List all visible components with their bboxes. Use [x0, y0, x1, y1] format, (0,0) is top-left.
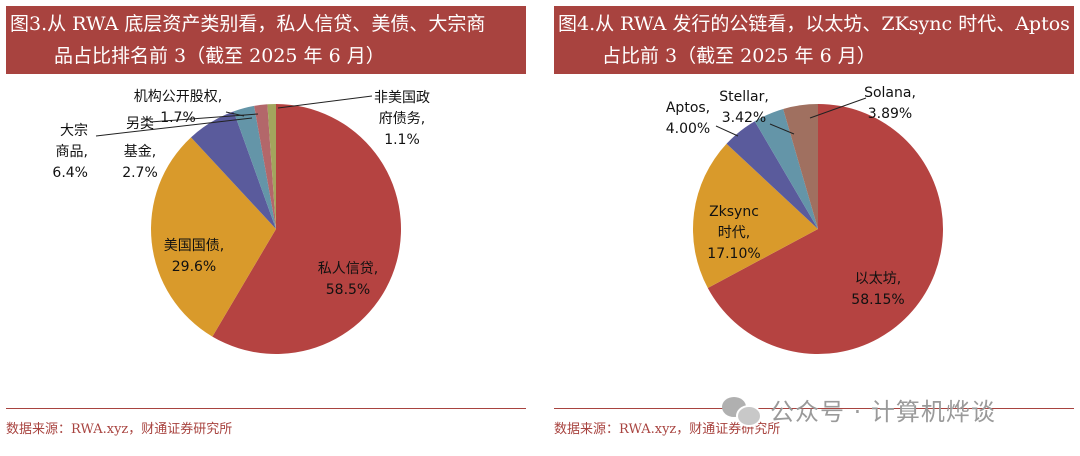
leader-line — [95, 117, 253, 137]
left-chart-title: 图3.从 RWA 底层资产类别看，私人信贷、美债、大宗商 品占比排名前 3（截至… — [6, 6, 526, 74]
pie-slice — [254, 104, 276, 229]
slice-data-label: 基金, 2.7% — [122, 143, 158, 181]
slice-data-label: 另类 — [126, 116, 154, 132]
left-source: 数据来源：RWA.xyz，财通证券研究所 — [6, 422, 233, 437]
right-source-divider — [554, 408, 1074, 409]
pie-slice — [212, 104, 402, 354]
slice-data-label: 美国国债, 29.6% — [164, 238, 224, 275]
leader-line — [809, 97, 867, 119]
slice-data-label: Zksync 时代, 17.10% — [707, 204, 760, 262]
pie-slice — [783, 104, 818, 229]
slice-data-label: Stellar, 3.42% — [719, 89, 769, 126]
wechat-icon — [722, 395, 762, 427]
left-source-divider — [6, 408, 526, 409]
slice-data-label: 机构公开股权, 1.7% — [134, 89, 222, 126]
right-chart-panel: 图4.从 RWA 发行的公链看，以太坊、ZKsync 时代、Aptos 占比前 … — [548, 0, 1080, 456]
left-pie-chart: 私人信贷, 58.5% 美国国债, 29.6% 大宗商品, 6.4% 基金, 2.7% 机构公开… — [52, 89, 430, 354]
left-title-line2: 品占比排名前 3（截至 2025 年 6 月） — [54, 45, 385, 67]
pie-slice — [726, 121, 818, 229]
right-chart-title: 图4.从 RWA 发行的公链看，以太坊、ZKsync 时代、Aptos 占比前 … — [554, 6, 1074, 74]
pie-slice — [267, 104, 276, 229]
slice-data-label: Solana, 3.89% — [864, 85, 916, 122]
right-source: 数据来源：RWA.xyz，财通证券研究所 — [554, 422, 781, 437]
leader-line — [277, 95, 373, 109]
pie-slice — [754, 108, 818, 229]
leader-line — [225, 111, 245, 117]
slice-data-label: 以太坊, 58.15% — [851, 271, 904, 308]
pie-slice — [692, 143, 818, 288]
right-title-line1: 图4.从 RWA 发行的公链看，以太坊、ZKsync 时代、Aptos — [558, 13, 1070, 35]
pie-slice — [191, 111, 276, 229]
watermark: 公众号 · 计算机烨谈 — [722, 392, 996, 427]
slice-data-label: 大宗商品, 6.4% — [52, 123, 88, 181]
pie-slice — [233, 105, 276, 229]
pie-slice — [151, 137, 276, 337]
right-title-line2: 占比前 3（截至 2025 年 6 月） — [602, 45, 876, 67]
left-chart-panel: 图3.从 RWA 底层资产类别看，私人信贷、美债、大宗商 品占比排名前 3（截至… — [0, 0, 532, 456]
slice-data-label: 私人信贷, 58.5% — [318, 261, 378, 298]
right-pie-chart: 以太坊, 58.15% Zksync 时代, 17.10% Aptos, 4.00%Stel… — [666, 85, 944, 355]
slice-data-label: 非美国政府债务, 1.1% — [374, 90, 430, 148]
leader-line — [769, 123, 795, 135]
slice-data-label: Aptos, 4.00% — [666, 100, 710, 137]
pie-slice — [707, 104, 944, 355]
left-title-line1: 图3.从 RWA 底层资产类别看，私人信贷、美债、大宗商 — [10, 13, 486, 35]
watermark-text: 公众号 · 计算机烨谈 — [770, 398, 996, 426]
leader-line — [715, 125, 739, 137]
